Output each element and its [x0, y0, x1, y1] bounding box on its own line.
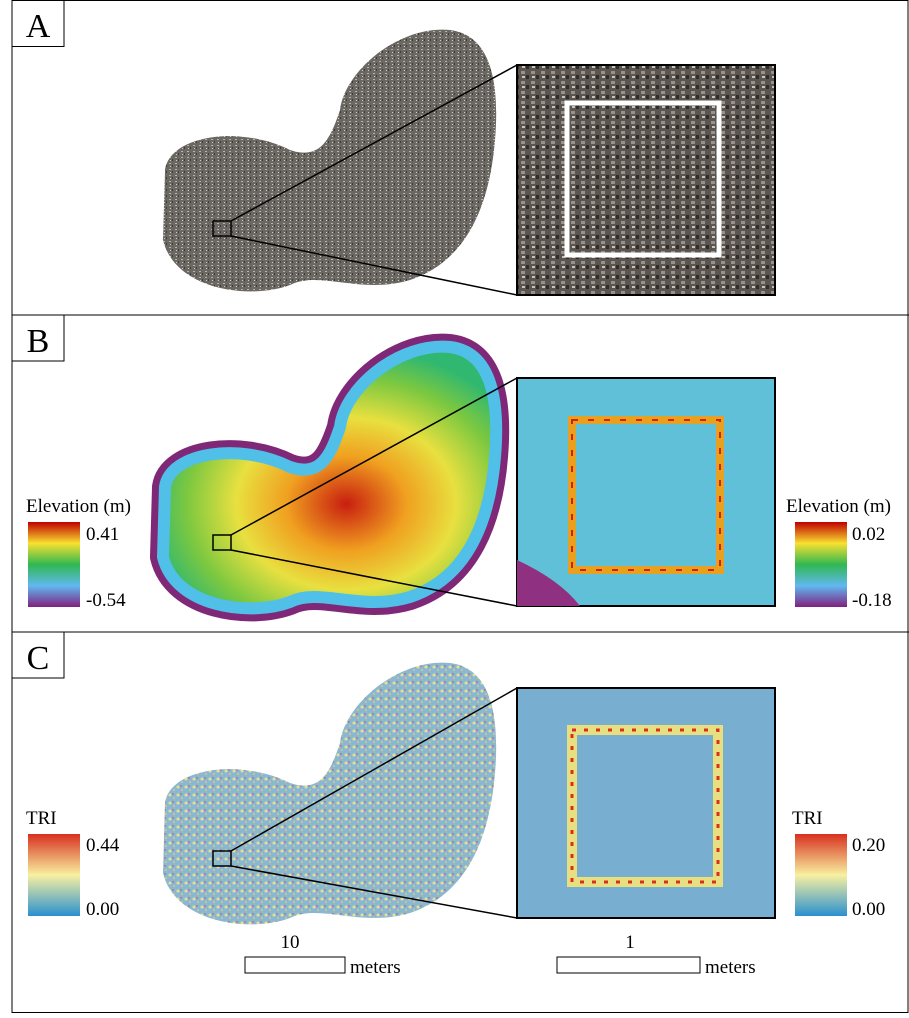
legend-min: -0.54: [86, 590, 126, 611]
legend-max: 0.20: [852, 835, 885, 856]
legend-min: -0.18: [852, 590, 892, 611]
scale-value: 1: [625, 932, 635, 953]
panel-b: B Elevation (m) 0.41 -0.54 Elevation (m)…: [12, 315, 892, 611]
panel-label: B: [27, 323, 50, 360]
figure: A B Elevation (m) 0.41 -0.54 Elevation (…: [0, 0, 909, 1013]
legend-title: Elevation (m): [786, 496, 891, 517]
orthophoto: [163, 30, 496, 292]
inset: [517, 65, 775, 295]
scale-unit: meters: [350, 957, 401, 978]
scale-bar: [245, 957, 345, 973]
scale-unit: meters: [705, 957, 756, 978]
colorbar: [795, 522, 847, 607]
legend-title: Elevation (m): [26, 496, 131, 517]
tri-map: [163, 663, 496, 925]
panel-a: A: [12, 1, 775, 296]
legend-max: 0.44: [86, 835, 120, 856]
legend-max: 0.41: [86, 524, 119, 545]
panel-label: A: [26, 8, 51, 45]
scale-value: 10: [281, 932, 300, 953]
legend-title: TRI: [792, 808, 823, 829]
colorbar: [795, 834, 847, 916]
legend-min: 0.00: [86, 899, 119, 920]
legend-title: TRI: [26, 808, 57, 829]
colorbar: [28, 834, 80, 916]
panel-c: C TRI 0.44 0.00 TRI 0.20 0.00 10 meters …: [12, 632, 885, 978]
scale-bar: [557, 957, 700, 973]
legend-min: 0.00: [852, 899, 885, 920]
panel-label: C: [27, 640, 50, 677]
legend-max: 0.02: [852, 524, 885, 545]
colorbar: [28, 522, 80, 607]
